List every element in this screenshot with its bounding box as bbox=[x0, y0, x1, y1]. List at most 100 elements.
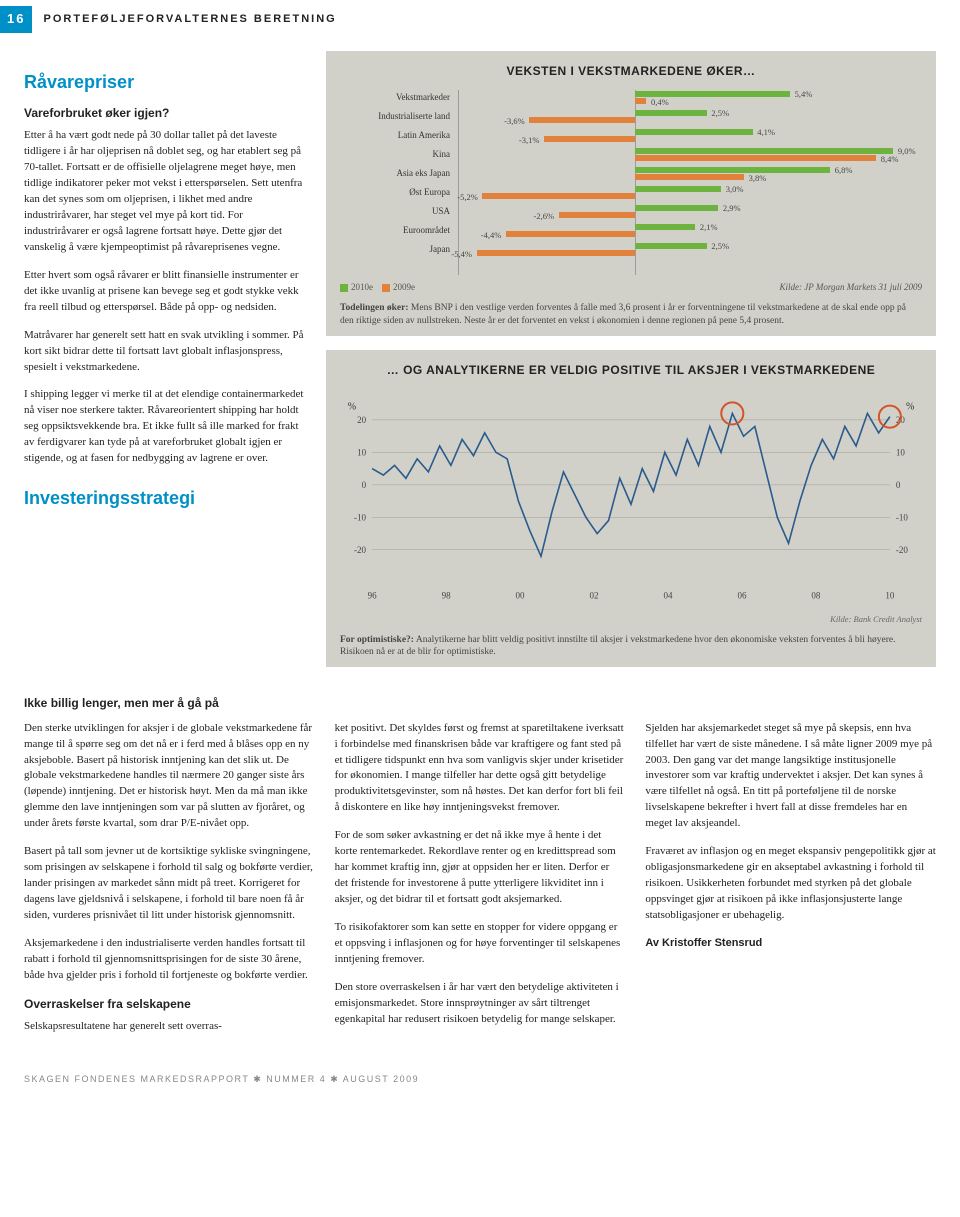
bar-value-label: 2,5% bbox=[711, 240, 729, 252]
body-three-columns: Den sterke utviklingen for aksjer i de g… bbox=[24, 721, 936, 1047]
svg-text:10: 10 bbox=[896, 448, 906, 458]
bar-2009e bbox=[559, 212, 635, 218]
bar-category-labels: VekstmarkederIndustrialiserte landLatin … bbox=[340, 90, 450, 275]
c1-p2: Basert på tall som jevner ut de kortsikt… bbox=[24, 844, 315, 924]
bar-row: 5,4% 0,4% bbox=[459, 90, 922, 105]
c1-p1: Den sterke utviklingen for aksjer i de g… bbox=[24, 721, 315, 833]
svg-text:-10: -10 bbox=[896, 513, 909, 523]
bar-row: 2,1% -4,4% bbox=[459, 223, 922, 238]
bar-2009e bbox=[635, 98, 646, 104]
line-chart-svg: -20-20-10-100010102020%%9698000204060810 bbox=[340, 389, 922, 609]
intro-p3: Matråvarer har generelt sett hatt en sva… bbox=[24, 328, 304, 376]
svg-text:%: % bbox=[348, 402, 356, 413]
svg-text:08: 08 bbox=[811, 591, 821, 601]
c2-p1: ket positivt. Det skyldes først og frems… bbox=[335, 721, 626, 817]
line-chart-caption: For optimistiske?: Analytikerne har blit… bbox=[340, 634, 922, 660]
h2-investeringsstrategi: Investeringsstrategi bbox=[24, 485, 304, 511]
bar-category-label: Øst Europa bbox=[340, 185, 450, 200]
bar-value-label: 0,4% bbox=[651, 96, 669, 108]
bar-category-label: Vekstmarkeder bbox=[340, 90, 450, 105]
bar-value-label: 3,0% bbox=[726, 183, 744, 195]
line-caption-lead: For optimistiske?: bbox=[340, 635, 414, 645]
bar-row: 9,0%8,4% bbox=[459, 147, 922, 162]
body-col-1: Den sterke utviklingen for aksjer i de g… bbox=[24, 721, 315, 1047]
svg-text:%: % bbox=[906, 402, 914, 413]
bar-value-label: -2,6% bbox=[534, 210, 555, 222]
subhead-ikke-billig: Ikke billig lenger, men mer å gå på bbox=[24, 695, 936, 712]
c1-p4: Selskapsresultatene har generelt sett ov… bbox=[24, 1019, 315, 1035]
svg-text:04: 04 bbox=[663, 591, 673, 601]
bars-area: 5,4% 0,4%2,5%-3,6% 4,1% -3,1%9,0%8,4% 6,8%3,… bbox=[458, 90, 922, 275]
bar-2009e bbox=[544, 136, 635, 142]
bar-category-label: Industrialiserte land bbox=[340, 109, 450, 124]
line-chart-source: Kilde: Bank Credit Analyst bbox=[340, 613, 922, 625]
bar-caption-body: Mens BNP i den vestlige verden forventes… bbox=[340, 303, 906, 326]
bar-2010e bbox=[635, 224, 695, 230]
legend-label-2009e: 2009e bbox=[393, 282, 415, 292]
svg-text:98: 98 bbox=[442, 591, 452, 601]
svg-text:-20: -20 bbox=[896, 545, 909, 555]
legend-swatch-2010e bbox=[340, 284, 348, 292]
bar-value-label: -4,4% bbox=[481, 229, 502, 241]
c2-p3: To risikofaktorer som kan sette en stopp… bbox=[335, 920, 626, 968]
svg-text:0: 0 bbox=[362, 480, 367, 490]
bar-value-label: 4,1% bbox=[757, 126, 775, 138]
bar-2010e bbox=[635, 186, 721, 192]
bar-value-label: 2,1% bbox=[700, 221, 718, 233]
intro-p4: I shipping legger vi merke til at det el… bbox=[24, 387, 304, 467]
upper-columns: Råvarepriser Vareforbruket øker igjen? E… bbox=[24, 51, 936, 681]
subhead-overraskelser: Overraskelser fra selskapene bbox=[24, 996, 315, 1013]
bar-row: 3,0%-5,2% bbox=[459, 185, 922, 200]
c2-p4: Den store overraskelsen i år har vært de… bbox=[335, 980, 626, 1028]
page-number-badge: 16 bbox=[0, 6, 32, 33]
c3-p1: Sjelden har aksjemarkedet steget så mye … bbox=[645, 721, 936, 833]
c2-p2: For de som søker avkastning er det nå ik… bbox=[335, 828, 626, 908]
bar-category-label: USA bbox=[340, 204, 450, 219]
intro-p1: Etter å ha vært godt nede på 30 dollar t… bbox=[24, 128, 304, 256]
bar-2009e bbox=[506, 231, 635, 237]
bar-2009e bbox=[477, 250, 635, 256]
bar-2009e bbox=[529, 117, 635, 123]
subhead-vareforbruket: Vareforbruket øker igjen? bbox=[24, 105, 304, 122]
page-content: Råvarepriser Vareforbruket øker igjen? E… bbox=[0, 51, 960, 1110]
bar-chart-box: VEKSTEN I VEKSTMARKEDENE ØKER… Vekstmark… bbox=[326, 51, 936, 336]
svg-text:96: 96 bbox=[368, 591, 378, 601]
bar-value-label: -3,1% bbox=[519, 134, 540, 146]
bar-2010e bbox=[635, 167, 830, 173]
bar-2010e bbox=[635, 205, 718, 211]
svg-text:06: 06 bbox=[737, 591, 747, 601]
bar-category-label: Japan bbox=[340, 242, 450, 257]
bar-row: 2,5%-3,6% bbox=[459, 109, 922, 124]
body-col-3: Sjelden har aksjemarkedet steget så mye … bbox=[645, 721, 936, 1047]
c3-p2: Fraværet av inflasjon og en meget ekspan… bbox=[645, 844, 936, 924]
bar-chart-title: VEKSTEN I VEKSTMARKEDENE ØKER… bbox=[340, 63, 922, 80]
line-caption-body: Analytikerne har blitt veldig positivt i… bbox=[340, 635, 895, 658]
svg-text:0: 0 bbox=[896, 480, 901, 490]
bar-2009e bbox=[635, 174, 744, 180]
bar-row: 2,5%-5,4% bbox=[459, 242, 922, 257]
right-charts-column: VEKSTEN I VEKSTMARKEDENE ØKER… Vekstmark… bbox=[326, 51, 936, 681]
bar-chart-caption: Todelingen øker: Mens BNP i den vestlige… bbox=[340, 302, 922, 328]
svg-text:-20: -20 bbox=[354, 545, 367, 555]
bar-value-label: 3,8% bbox=[749, 172, 767, 184]
svg-text:02: 02 bbox=[590, 591, 600, 601]
bar-2010e bbox=[635, 110, 707, 116]
svg-text:-10: -10 bbox=[354, 513, 367, 523]
bar-row: 2,9% -2,6% bbox=[459, 204, 922, 219]
bar-caption-lead: Todelingen øker: bbox=[340, 303, 409, 313]
bar-2010e bbox=[635, 243, 707, 249]
bar-value-label: 5,4% bbox=[795, 88, 813, 100]
bar-legend: 2010e 2009e bbox=[340, 281, 415, 294]
line-chart-box: … OG ANALYTIKERNE ER VELDIG POSITIVE TIL… bbox=[326, 350, 936, 667]
c1-p3: Aksjemarkedene i den industrialiserte ve… bbox=[24, 936, 315, 984]
bar-value-label: 2,9% bbox=[723, 202, 741, 214]
author-byline: Av Kristoffer Stensrud bbox=[645, 936, 936, 952]
bar-row: 6,8%3,8% bbox=[459, 166, 922, 181]
bar-2009e bbox=[635, 155, 876, 161]
line-chart-title: … OG ANALYTIKERNE ER VELDIG POSITIVE TIL… bbox=[340, 362, 922, 379]
bar-category-label: Asia eks Japan bbox=[340, 166, 450, 181]
svg-text:10: 10 bbox=[885, 591, 895, 601]
bar-value-label: 9,0% bbox=[898, 145, 916, 157]
page-footer: SKAGEN FONDENES MARKEDSRAPPORT ✱ NUMMER … bbox=[24, 1073, 936, 1086]
left-text-column: Råvarepriser Vareforbruket øker igjen? E… bbox=[24, 51, 304, 681]
